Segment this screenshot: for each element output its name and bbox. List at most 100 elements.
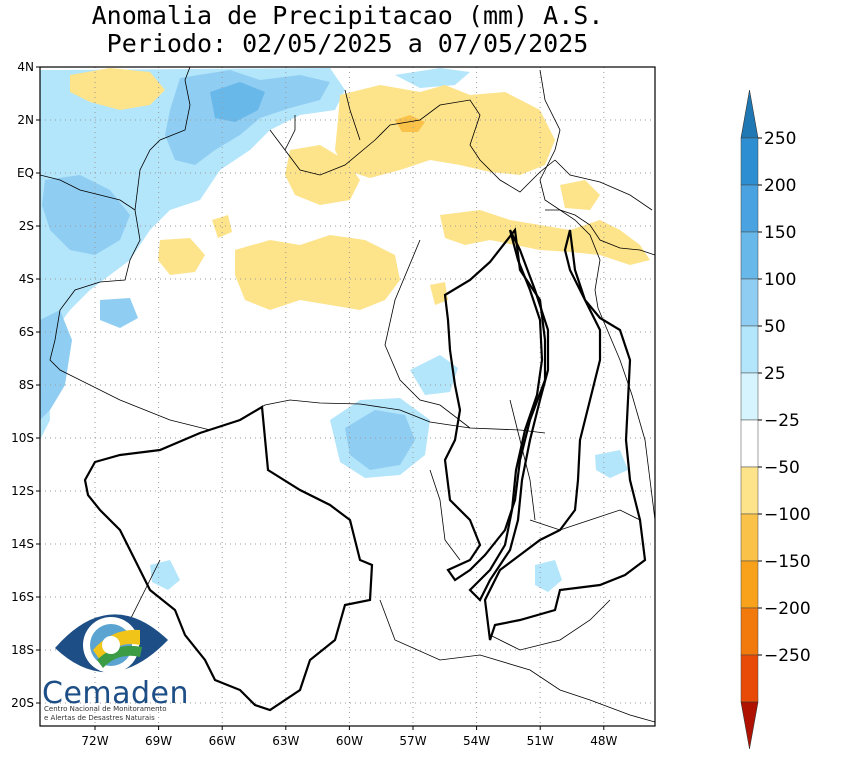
colorbar-arrow-bottom [740, 701, 759, 750]
country-border [134, 67, 191, 211]
colorbar-swatch [740, 654, 759, 703]
watershed-outline [83, 405, 374, 712]
map-frame [39, 66, 656, 727]
lon-tick-label: 57W [399, 734, 426, 748]
colorbar-label: −100 [764, 505, 811, 525]
lon-tick-label: 66W [209, 734, 236, 748]
dry-anomaly-area [430, 282, 448, 305]
cemaden-logo-subtitle: Centro Nacional de Monitoramento [44, 705, 167, 713]
lat-tick-label: 6S [19, 325, 34, 339]
wet-anomaly-area [100, 298, 138, 328]
country-border [384, 239, 471, 429]
coastline [539, 69, 655, 256]
colorbar-swatch [740, 607, 759, 656]
colorbar-swatch [740, 137, 759, 186]
wet-anomaly-area [395, 68, 470, 88]
dry-anomaly-area [212, 215, 232, 238]
lon-tick-label: 51W [527, 734, 554, 748]
colorbar-label: −50 [764, 458, 800, 478]
country-border [379, 599, 655, 723]
colorbar-swatch [740, 278, 759, 327]
dry-anomaly-area [560, 180, 600, 210]
country-border [284, 115, 296, 151]
colorbar: 250 200 150 100 50 25 −25 −50 −100 −150 −200 −250 [740, 89, 811, 750]
latitude-axis: 4N 2N EQ 2S 4S 6S 8S 10S 12S 14S 16S 18S 20S [11, 60, 40, 710]
watershed-outline [468, 229, 550, 602]
country-border [344, 89, 361, 141]
wet-anomaly-area [345, 410, 415, 470]
wet-anomaly-area [535, 560, 562, 592]
country-border [269, 99, 556, 193]
wet-anomaly-area [210, 82, 265, 122]
country-border [40, 174, 546, 434]
state-border [429, 469, 461, 561]
lon-tick-label: 72W [81, 734, 108, 748]
colorbar-swatch [740, 325, 759, 374]
colorbar-swatch [740, 372, 759, 421]
colorbar-label: −150 [764, 552, 811, 572]
colorbar-swatch [740, 231, 759, 280]
lat-tick-label: 18S [11, 643, 34, 657]
colorbar-arrow-top [740, 89, 759, 139]
colorbar-label: −250 [764, 646, 811, 666]
lon-tick-label: 54W [463, 734, 490, 748]
watershed-outline [443, 227, 547, 582]
cemaden-logo-emblem [55, 614, 168, 673]
lat-tick-label: 20S [11, 696, 34, 710]
lat-tick-label: 12S [11, 484, 34, 498]
dry-anomaly-area [235, 235, 400, 310]
wet-anomaly-area [40, 68, 345, 440]
wet-anomaly-area [150, 560, 180, 590]
colorbar-label: −25 [764, 411, 800, 431]
wet-anomaly-area [595, 450, 628, 478]
lon-tick-label: 69W [145, 734, 172, 748]
map-period: Periodo: 02/05/2025 a 07/05/2025 [106, 29, 589, 58]
colorbar-label: 50 [764, 317, 786, 337]
watershed-outline [483, 229, 647, 641]
state-border [529, 509, 641, 531]
lon-tick-label: 60W [336, 734, 363, 748]
wet-anomaly-area [42, 175, 130, 255]
anomaly-patches [40, 68, 650, 592]
dry-anomaly-area [335, 85, 555, 178]
lat-tick-label: 2S [19, 219, 34, 233]
colorbar-swatch [740, 419, 759, 468]
colorbar-label: 150 [764, 223, 796, 243]
country-border [489, 599, 611, 651]
lat-tick-label: 4N [17, 60, 34, 74]
lat-tick-label: 14S [11, 537, 34, 551]
lat-tick-label: 8S [19, 378, 34, 392]
lon-tick-label: 63W [272, 734, 299, 748]
colorbar-swatch [740, 466, 759, 515]
country-border [554, 159, 653, 211]
lat-tick-label: 4S [19, 272, 34, 286]
lat-tick-label: EQ [17, 166, 34, 180]
dry-anomaly-area [440, 210, 650, 265]
colorbar-label: 100 [764, 270, 796, 290]
dry-anomaly-area [285, 145, 360, 205]
colorbar-swatch [740, 184, 759, 233]
colorbar-label: 250 [764, 129, 796, 149]
dry-anomaly-area [158, 238, 205, 275]
colorbar-swatch [740, 513, 759, 562]
lat-tick-label: 2N [17, 113, 34, 127]
dry-anomaly-area [70, 68, 165, 110]
lat-tick-label: 10S [11, 431, 34, 445]
country-border [597, 307, 655, 521]
boundaries [40, 67, 655, 723]
wet-anomaly-area [165, 70, 330, 165]
wet-anomaly-area [40, 310, 72, 420]
lat-tick-label: 16S [11, 590, 34, 604]
dry-anomaly-area [395, 115, 425, 132]
longitude-axis: 72W 69W 66W 63W 60W 57W 54W 51W 48W [81, 726, 617, 748]
cemaden-logo-text: Cemaden [42, 676, 190, 711]
lon-tick-label: 48W [590, 734, 617, 748]
colorbar-label: 200 [764, 176, 796, 196]
colorbar-label: −200 [764, 599, 811, 619]
map-title: Anomalia de Precipitacao (mm) A.S. [91, 1, 604, 30]
colorbar-label: 25 [764, 364, 786, 384]
cemaden-logo-subtitle: e Alertas de Desastres Naturais [44, 714, 155, 722]
colorbar-swatch [740, 560, 759, 609]
